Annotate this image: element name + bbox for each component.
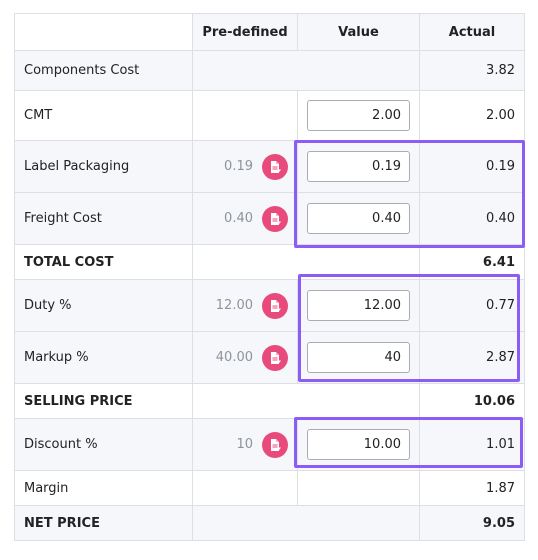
- apply-predefined-icon[interactable]: [262, 431, 288, 458]
- pricing-table: Pre-defined Value Actual Components Cost…: [14, 13, 525, 541]
- total-cost-label: TOTAL COST: [14, 244, 193, 280]
- row-markup: Markup % 40.00 2.87: [14, 331, 525, 384]
- duty-predefined: 12.00: [215, 298, 253, 313]
- components-cost-empty: [192, 50, 420, 91]
- markup-label: Markup %: [14, 331, 193, 384]
- row-discount: Discount % 10 1.01: [14, 418, 525, 471]
- net-price-actual: 9.05: [419, 505, 525, 541]
- cmt-actual: 2.00: [419, 90, 525, 141]
- apply-predefined-icon[interactable]: [262, 344, 288, 371]
- label-packaging-predefined-cell: 0.19: [192, 140, 298, 193]
- markup-value-input[interactable]: [307, 342, 410, 373]
- margin-actual: 1.87: [419, 470, 525, 506]
- margin-predefined-empty: [192, 470, 298, 506]
- row-total-cost: TOTAL COST 6.41: [14, 244, 525, 280]
- total-cost-actual: 6.41: [419, 244, 525, 280]
- apply-predefined-icon[interactable]: [262, 153, 288, 180]
- discount-value-input[interactable]: [307, 429, 410, 460]
- freight-cost-actual: 0.40: [419, 192, 525, 245]
- discount-label: Discount %: [14, 418, 193, 471]
- cmt-predefined-empty: [192, 90, 298, 141]
- freight-cost-predefined: 0.40: [224, 211, 253, 226]
- markup-predefined-cell: 40.00: [192, 331, 298, 384]
- label-packaging-actual: 0.19: [419, 140, 525, 193]
- header-blank: [14, 13, 193, 51]
- header-predefined: Pre-defined: [192, 13, 298, 51]
- net-price-label: NET PRICE: [14, 505, 193, 541]
- selling-price-empty: [192, 383, 420, 419]
- discount-predefined: 10: [236, 437, 253, 452]
- freight-cost-predefined-cell: 0.40: [192, 192, 298, 245]
- label-packaging-value-input[interactable]: [307, 151, 410, 182]
- row-selling-price: SELLING PRICE 10.06: [14, 383, 525, 419]
- discount-actual: 1.01: [419, 418, 525, 471]
- freight-cost-label: Freight Cost: [14, 192, 193, 245]
- duty-actual: 0.77: [419, 279, 525, 332]
- freight-cost-value-input[interactable]: [307, 203, 410, 234]
- net-price-empty: [192, 505, 420, 541]
- row-freight-cost: Freight Cost 0.40 0.40: [14, 192, 525, 245]
- apply-predefined-icon[interactable]: [262, 292, 288, 319]
- row-margin: Margin 1.87: [14, 470, 525, 506]
- header-actual: Actual: [419, 13, 525, 51]
- duty-value-cell: [297, 279, 420, 332]
- row-label-packaging: Label Packaging 0.19 0.19: [14, 140, 525, 193]
- apply-predefined-icon[interactable]: [262, 205, 288, 232]
- components-cost-label: Components Cost: [14, 50, 193, 91]
- label-packaging-value-cell: [297, 140, 420, 193]
- cmt-value-input[interactable]: [307, 100, 410, 131]
- markup-actual: 2.87: [419, 331, 525, 384]
- discount-value-cell: [297, 418, 420, 471]
- discount-predefined-cell: 10: [192, 418, 298, 471]
- duty-value-input[interactable]: [307, 290, 410, 321]
- margin-value-empty: [297, 470, 420, 506]
- selling-price-actual: 10.06: [419, 383, 525, 419]
- markup-predefined: 40.00: [215, 350, 253, 365]
- cmt-label: CMT: [14, 90, 193, 141]
- cmt-value-cell: [297, 90, 420, 141]
- row-components-cost: Components Cost 3.82: [14, 50, 525, 91]
- row-cmt: CMT 2.00: [14, 90, 525, 141]
- total-cost-empty: [192, 244, 420, 280]
- margin-label: Margin: [14, 470, 193, 506]
- markup-value-cell: [297, 331, 420, 384]
- header-value: Value: [297, 13, 420, 51]
- row-net-price: NET PRICE 9.05: [14, 505, 525, 541]
- freight-cost-value-cell: [297, 192, 420, 245]
- components-cost-actual: 3.82: [419, 50, 525, 91]
- duty-predefined-cell: 12.00: [192, 279, 298, 332]
- duty-label: Duty %: [14, 279, 193, 332]
- label-packaging-label: Label Packaging: [14, 140, 193, 193]
- label-packaging-predefined: 0.19: [224, 159, 253, 174]
- header-row: Pre-defined Value Actual: [14, 13, 525, 51]
- selling-price-label: SELLING PRICE: [14, 383, 193, 419]
- row-duty: Duty % 12.00 0.77: [14, 279, 525, 332]
